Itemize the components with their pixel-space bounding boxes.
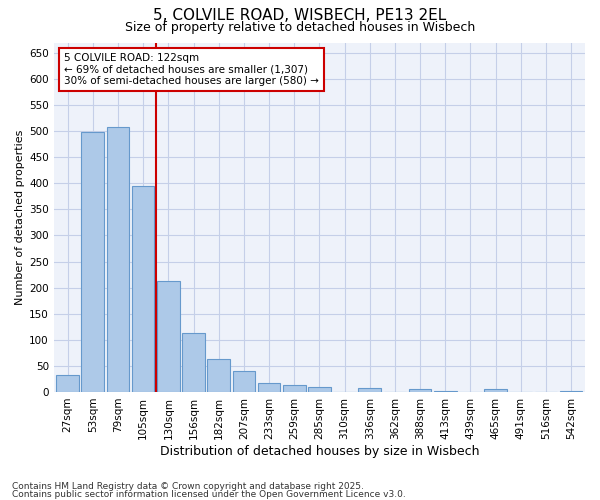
Bar [484,390,507,392]
Y-axis label: Number of detached properties: Number of detached properties [15,130,25,305]
Bar [308,386,331,392]
Bar [132,186,154,392]
Bar [258,382,280,392]
Text: 5 COLVILE ROAD: 122sqm
← 69% of detached houses are smaller (1,307)
30% of semi-: 5 COLVILE ROAD: 122sqm ← 69% of detached… [64,53,319,86]
Text: Contains public sector information licensed under the Open Government Licence v3: Contains public sector information licen… [12,490,406,499]
Bar [157,281,179,392]
Text: Size of property relative to detached houses in Wisbech: Size of property relative to detached ho… [125,21,475,34]
Bar [182,333,205,392]
Bar [560,391,583,392]
Bar [233,371,255,392]
Bar [107,127,130,392]
Bar [358,388,381,392]
Text: Contains HM Land Registry data © Crown copyright and database right 2025.: Contains HM Land Registry data © Crown c… [12,482,364,491]
Bar [82,132,104,392]
Bar [409,390,431,392]
Bar [56,374,79,392]
Bar [283,385,305,392]
X-axis label: Distribution of detached houses by size in Wisbech: Distribution of detached houses by size … [160,444,479,458]
Bar [208,359,230,392]
Text: 5, COLVILE ROAD, WISBECH, PE13 2EL: 5, COLVILE ROAD, WISBECH, PE13 2EL [154,8,446,22]
